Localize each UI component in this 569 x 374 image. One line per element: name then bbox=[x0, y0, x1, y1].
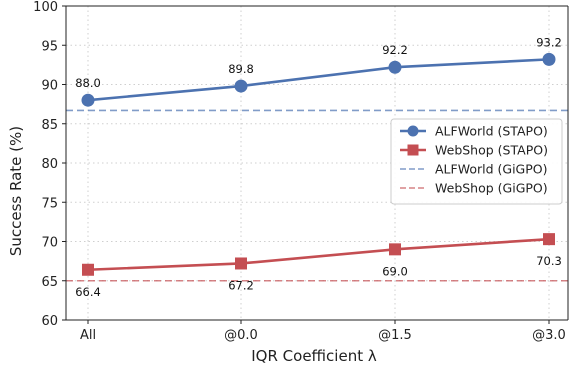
legend-label: WebShop (GiGPO) bbox=[435, 181, 548, 196]
data-point bbox=[235, 257, 247, 270]
y-tick-label: 85 bbox=[41, 118, 58, 133]
y-axis-title: Success Rate (%) bbox=[7, 126, 25, 256]
data-point bbox=[388, 60, 402, 74]
data-label: 92.2 bbox=[382, 43, 408, 57]
data-label: 89.8 bbox=[228, 62, 254, 76]
y-tick-label: 75 bbox=[41, 196, 58, 211]
series-line bbox=[87, 237, 550, 272]
data-point bbox=[543, 233, 555, 246]
y-tick-label: 60 bbox=[41, 314, 58, 329]
data-label: 67.2 bbox=[228, 278, 254, 292]
x-tick-label: All bbox=[80, 328, 96, 343]
legend-marker bbox=[407, 125, 419, 137]
data-label: 69.0 bbox=[382, 264, 408, 278]
series-layer bbox=[81, 52, 556, 276]
legend-marker bbox=[407, 144, 419, 156]
data-point bbox=[82, 263, 94, 276]
data-label: 88.0 bbox=[75, 76, 101, 90]
legend-box bbox=[390, 118, 563, 205]
data-point bbox=[234, 79, 248, 93]
x-tick-label: @0.0 bbox=[224, 328, 258, 343]
reference-lines bbox=[66, 109, 568, 282]
y-tick-label: 70 bbox=[41, 236, 58, 251]
data-point bbox=[389, 243, 401, 256]
data-label: 70.3 bbox=[536, 254, 562, 268]
series-line bbox=[87, 58, 550, 102]
y-tick-label: 65 bbox=[41, 275, 58, 290]
legend: ALFWorld (STAPO) WebShop (STAPO) ALFWorld … bbox=[390, 118, 563, 205]
data-label: 93.2 bbox=[536, 35, 562, 49]
legend-label: WebShop (STAPO) bbox=[435, 143, 548, 158]
x-axis-title: IQR Coefficient λ bbox=[251, 347, 377, 365]
y-tick-label: 90 bbox=[41, 79, 58, 94]
data-point bbox=[81, 93, 95, 107]
axes: 60 65 70 75 80 85 90 95 100 All @0.0 @1.5 @3.0 bbox=[33, 0, 569, 343]
y-tick-label: 80 bbox=[41, 157, 58, 172]
y-tick-label: 100 bbox=[33, 0, 58, 15]
data-label: 66.4 bbox=[75, 285, 101, 299]
y-tick-label: 95 bbox=[41, 39, 58, 54]
data-labels: 88.0 89.8 92.2 93.2 66.4 67.2 69.0 70.3 bbox=[75, 35, 562, 298]
legend-label: ALFWorld (GiGPO) bbox=[435, 162, 547, 177]
x-tick-label: @1.5 bbox=[378, 328, 412, 343]
data-point bbox=[542, 52, 556, 66]
x-tick-label: @3.0 bbox=[532, 328, 566, 343]
legend-label: ALFWorld (STAPO) bbox=[435, 124, 548, 139]
